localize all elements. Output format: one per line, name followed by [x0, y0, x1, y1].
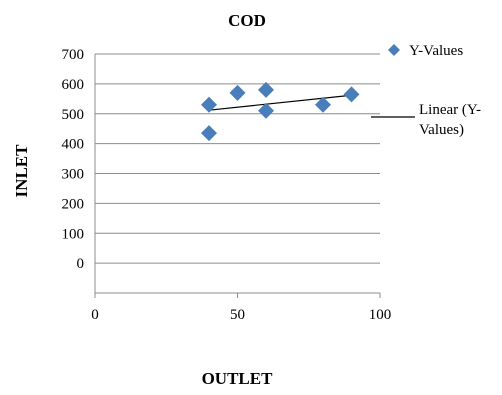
y-tick-labels: 700 600 500 400 300 200 100 0: [62, 47, 85, 272]
data-point: [258, 81, 274, 98]
y-tick-label: 200: [62, 196, 85, 212]
x-tick-label: 0: [91, 307, 99, 323]
y-tick-label: 600: [62, 77, 85, 93]
y-tick-label: 0: [77, 256, 85, 272]
chart-title: COD: [228, 11, 266, 30]
y-tick-label: 500: [62, 107, 85, 123]
y-tick-label: 400: [62, 137, 85, 153]
data-points: [201, 81, 360, 142]
legend-series-label: Y-Values: [409, 43, 463, 59]
x-axis-title: OUTLET: [202, 369, 274, 388]
data-point: [258, 102, 274, 119]
y-tick-label: 300: [62, 167, 85, 183]
data-point: [201, 96, 217, 113]
x-tick-label: 50: [230, 307, 245, 323]
y-axis-title: INLET: [12, 144, 31, 198]
grid-lines: [95, 53, 380, 264]
data-point: [343, 86, 360, 103]
y-tick-label: 700: [62, 47, 85, 63]
y-tick-label: 100: [62, 226, 85, 242]
legend-trendline-label: Linear (Y-: [419, 102, 481, 118]
data-point: [201, 125, 217, 142]
linear-trendline: [208, 94, 352, 111]
data-point: [315, 96, 331, 113]
legend-trendline-label: Values): [419, 122, 464, 138]
legend: Y-Values Linear (Y- Values): [371, 43, 481, 138]
legend-marker-diamond: [388, 44, 400, 56]
x-tick-labels: 0 50 100: [91, 293, 391, 323]
x-tick-label: 100: [369, 307, 392, 323]
data-point: [229, 84, 246, 101]
